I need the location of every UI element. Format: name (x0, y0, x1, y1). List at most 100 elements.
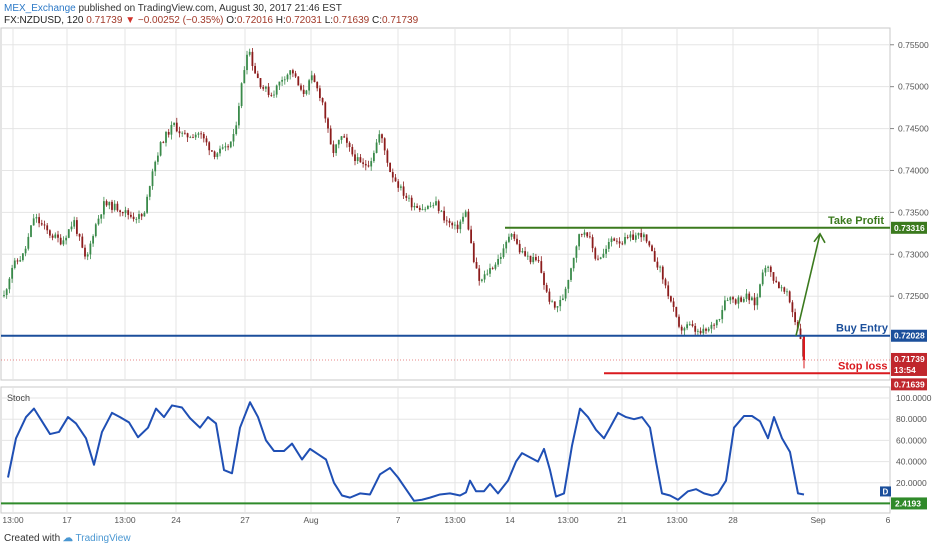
candle-body (462, 216, 464, 222)
candle-body (351, 146, 354, 155)
author-link[interactable]: MEX_Exchange (4, 3, 76, 14)
price-tick-label: 0.75000 (898, 82, 929, 92)
time-axis[interactable]: 13:00 17 13:00 24 27 Aug 7 13:00 14 13:00 21 13:00 2… (2, 515, 890, 525)
candle-body (108, 201, 111, 206)
candle-body (205, 138, 208, 143)
candle-body (162, 142, 165, 143)
candle-body (278, 81, 281, 86)
candle-body (497, 258, 499, 265)
candle-body (340, 136, 343, 140)
candle-body (319, 88, 321, 99)
candle-body (421, 209, 424, 210)
candle-body (119, 210, 121, 212)
candle-body (686, 324, 688, 329)
candle-body (140, 214, 143, 217)
stoch-tick-label: 20.0000 (896, 478, 927, 488)
candle-body (275, 85, 278, 95)
candle-body (219, 148, 221, 154)
candle-body (116, 203, 119, 211)
candle-body (794, 312, 796, 323)
low-value: 0.71639 (333, 15, 370, 26)
candle-body (691, 324, 694, 326)
candle-body (470, 229, 472, 244)
candle-body (467, 211, 470, 230)
candle-body (124, 210, 127, 214)
candle-body (618, 241, 621, 244)
candle-body (767, 266, 769, 268)
open-value: 0.72016 (236, 15, 273, 26)
time-tick-label: Sep (810, 515, 825, 525)
stoch-line (7, 401, 805, 502)
time-tick-label: 28 (728, 515, 738, 525)
candle-body (232, 134, 235, 142)
candle-body (259, 78, 262, 88)
candle-body (586, 232, 589, 237)
candle-body (216, 153, 219, 157)
candle-body (84, 247, 86, 257)
candle-body (667, 285, 670, 297)
candle-body (445, 220, 448, 222)
candle-body (721, 309, 724, 320)
candle-body (76, 220, 78, 234)
last-price: 0.71739 (86, 15, 123, 26)
candle-body (486, 273, 489, 275)
candle-body (81, 236, 84, 248)
candle-body (405, 195, 408, 198)
time-tick-label: 13:00 (114, 515, 136, 525)
time-tick-label: 13:00 (557, 515, 579, 525)
candle-body (200, 133, 202, 135)
open-label: O: (226, 15, 237, 26)
candle-body (491, 268, 494, 269)
candle-body (651, 245, 653, 252)
candle-body (138, 214, 140, 219)
candle-body (532, 256, 535, 263)
stoch-indicator (1, 401, 890, 505)
candle-body (435, 201, 437, 206)
candle-body (472, 243, 475, 263)
candle-body (580, 234, 583, 235)
candle-body (707, 328, 710, 331)
candle-body (724, 300, 726, 310)
candle-body (151, 171, 154, 187)
candle-body (184, 132, 186, 134)
candle-body (240, 83, 243, 107)
take-profit-price-tag-bg (891, 221, 927, 234)
candle-body (699, 330, 702, 334)
candle-body (94, 224, 97, 237)
candle-body (321, 98, 324, 103)
candle-body (346, 137, 348, 143)
candle-body (459, 221, 462, 230)
stoch-pane[interactable] (0, 386, 891, 514)
candle-body (416, 206, 418, 208)
candle-body (246, 54, 248, 71)
candle-body (715, 319, 718, 326)
candle-body (327, 118, 329, 129)
candle-body (354, 154, 356, 162)
candles (3, 47, 805, 369)
candle-body (375, 142, 378, 153)
candle-body (256, 73, 259, 79)
candle-body (780, 287, 783, 289)
price-pane[interactable] (0, 27, 891, 381)
candle-body (30, 225, 32, 237)
candle-body (583, 232, 586, 235)
candle-body (748, 293, 751, 301)
close-value: 0.71739 (382, 15, 419, 26)
grid-lines (1, 28, 890, 512)
symbol-label[interactable]: FX:NZDUSD, 120 (4, 15, 84, 26)
time-tick-label: 13:00 (666, 515, 688, 525)
candle-body (562, 298, 564, 300)
candle-body (224, 146, 227, 148)
price-axis[interactable]: 0.75500 0.75000 0.74500 0.74000 0.73500 0.730… (880, 40, 932, 510)
candle-body (97, 218, 100, 225)
candle-body (337, 139, 340, 145)
tradingview-brand[interactable]: TradingView (75, 533, 131, 544)
candle-body (370, 161, 373, 167)
candle-body (535, 256, 537, 261)
candle-body (680, 326, 683, 331)
candle-body (661, 266, 664, 280)
candle-body (803, 335, 805, 360)
candle-body (313, 75, 316, 82)
candle-body (688, 324, 691, 325)
